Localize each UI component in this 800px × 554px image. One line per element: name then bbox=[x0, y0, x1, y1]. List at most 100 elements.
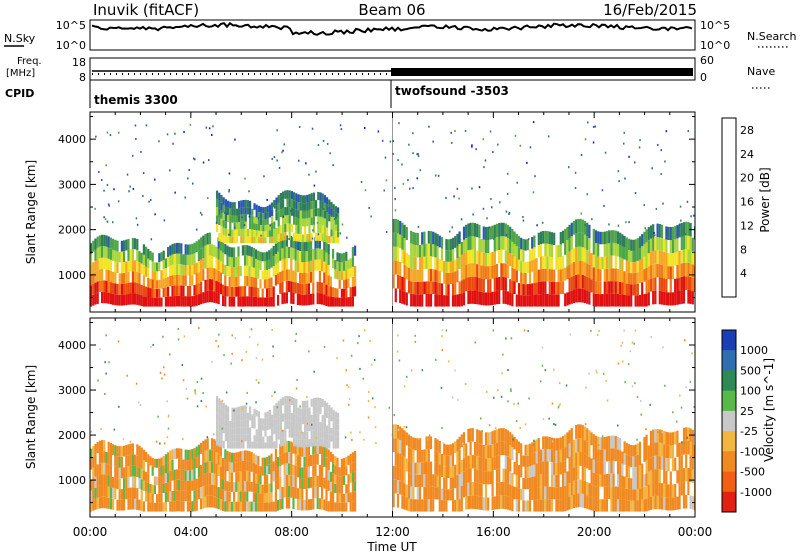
power-echo-cell bbox=[680, 290, 683, 304]
velocity-echo-cell bbox=[595, 369, 597, 372]
velocity-echo-cell bbox=[308, 407, 311, 416]
velocity-echo-cell bbox=[469, 455, 472, 469]
velocity-echo-cell bbox=[241, 471, 244, 482]
power-echo-cell bbox=[105, 258, 108, 270]
power-echo-cell bbox=[167, 257, 170, 267]
velocity-echo-cell bbox=[693, 444, 695, 458]
power-echo-cell bbox=[271, 236, 274, 244]
power-echo-cell bbox=[101, 269, 104, 281]
power-echo-cell bbox=[142, 195, 144, 197]
power-echo-cell bbox=[392, 232, 395, 247]
power-echo-cell bbox=[443, 272, 446, 284]
power-echo-cell bbox=[326, 220, 329, 228]
power-echo-cell bbox=[425, 294, 428, 307]
power-echo-cell bbox=[273, 156, 276, 159]
velocity-echo-cell bbox=[533, 452, 536, 465]
velocity-echo-cell bbox=[396, 493, 400, 508]
power-echo-cell bbox=[566, 292, 569, 306]
power-echo-cell bbox=[229, 236, 232, 244]
velocity-echo-cell bbox=[502, 441, 505, 456]
power-echo-cell bbox=[279, 193, 282, 201]
power-echo-cell bbox=[500, 263, 503, 277]
power-echo-cell bbox=[235, 208, 238, 216]
power-echo-cell bbox=[235, 222, 238, 230]
power-echo-cell bbox=[171, 285, 174, 297]
power-echo-cell bbox=[127, 293, 130, 305]
velocity-echo-cell bbox=[535, 451, 538, 464]
velocity-echo-cell bbox=[649, 444, 653, 458]
power-echo-cell bbox=[304, 195, 307, 204]
cpid-segment-1: themis 3300 bbox=[94, 93, 178, 107]
velocity-echo-cell bbox=[403, 470, 406, 484]
velocity-echo-cell bbox=[645, 498, 648, 512]
power-echo-cell bbox=[288, 215, 291, 224]
power-echo-cell bbox=[288, 198, 291, 207]
velocity-echo-cell bbox=[528, 500, 532, 512]
velocity-colorbar-tick: 100 bbox=[740, 385, 761, 398]
velocity-echo-cell bbox=[228, 462, 231, 472]
power-echo-cell bbox=[175, 264, 178, 275]
velocity-echo-cell bbox=[438, 441, 441, 453]
velocity-echo-cell bbox=[603, 449, 606, 462]
power-echo-cell bbox=[248, 296, 251, 307]
power-echo-cell bbox=[323, 294, 326, 306]
velocity-echo-cell bbox=[693, 497, 695, 511]
velocity-echo-cell bbox=[612, 498, 615, 512]
power-echo-cell bbox=[451, 249, 455, 261]
power-echo-cell bbox=[303, 240, 306, 252]
power-echo-cell bbox=[691, 277, 694, 292]
velocity-echo-cell bbox=[255, 492, 258, 503]
velocity-echo-cell bbox=[458, 436, 461, 450]
velocity-echo-cell bbox=[279, 477, 282, 488]
velocity-echo-cell bbox=[367, 400, 370, 402]
power-echo-cell bbox=[311, 127, 314, 130]
velocity-echo-cell bbox=[336, 466, 339, 476]
velocity-echo-cell bbox=[427, 436, 430, 449]
power-echo-cell bbox=[220, 202, 223, 211]
power-echo-cell bbox=[542, 294, 545, 307]
power-echo-cell bbox=[167, 276, 170, 287]
power-echo-cell bbox=[160, 252, 163, 262]
power-echo-cell bbox=[449, 261, 452, 273]
velocity-echo-cell bbox=[462, 458, 466, 472]
power-echo-cell bbox=[506, 251, 510, 265]
power-echo-cell bbox=[657, 143, 659, 146]
velocity-echo-cell bbox=[403, 385, 406, 388]
power-echo-cell bbox=[504, 223, 507, 237]
velocity-echo-cell bbox=[160, 502, 163, 512]
velocity-echo-cell bbox=[517, 402, 519, 405]
velocity-echo-cell bbox=[329, 451, 332, 462]
velocity-echo-cell bbox=[691, 443, 694, 457]
power-echo-cell bbox=[106, 220, 109, 223]
velocity-echo-cell bbox=[685, 454, 688, 468]
velocity-echo-cell bbox=[235, 501, 238, 512]
power-echo-cell bbox=[301, 218, 304, 227]
velocity-echo-cell bbox=[195, 457, 198, 468]
velocity-echo-cell bbox=[594, 486, 598, 499]
velocity-echo-cell bbox=[226, 481, 229, 492]
power-echo-cell bbox=[665, 252, 668, 266]
power-echo-cell bbox=[117, 200, 120, 203]
velocity-echo-cell bbox=[592, 485, 595, 499]
power-echo-cell bbox=[473, 223, 477, 237]
velocity-echo-cell bbox=[627, 477, 631, 490]
power-echo-cell bbox=[329, 296, 332, 307]
velocity-echo-cell bbox=[227, 413, 230, 421]
power-echo-cell bbox=[394, 232, 397, 247]
power-echo-cell bbox=[233, 257, 236, 268]
power-echo-cell bbox=[318, 237, 321, 249]
power-echo-cell bbox=[257, 217, 260, 220]
nave-mark bbox=[248, 73, 249, 75]
power-echo-cell bbox=[509, 279, 512, 293]
power-echo-cell bbox=[396, 261, 400, 275]
power-echo-cell bbox=[333, 218, 336, 221]
power-echo-cell bbox=[645, 242, 648, 255]
power-echo-cell bbox=[535, 270, 538, 283]
velocity-echo-cell bbox=[537, 462, 540, 475]
velocity-echo-cell bbox=[147, 473, 150, 483]
velocity-echo-cell bbox=[281, 498, 284, 510]
power-echo-cell bbox=[669, 292, 672, 306]
velocity-echo-cell bbox=[687, 481, 690, 496]
velocity-echo-cell bbox=[553, 462, 556, 475]
velocity-echo-cell bbox=[460, 460, 463, 473]
